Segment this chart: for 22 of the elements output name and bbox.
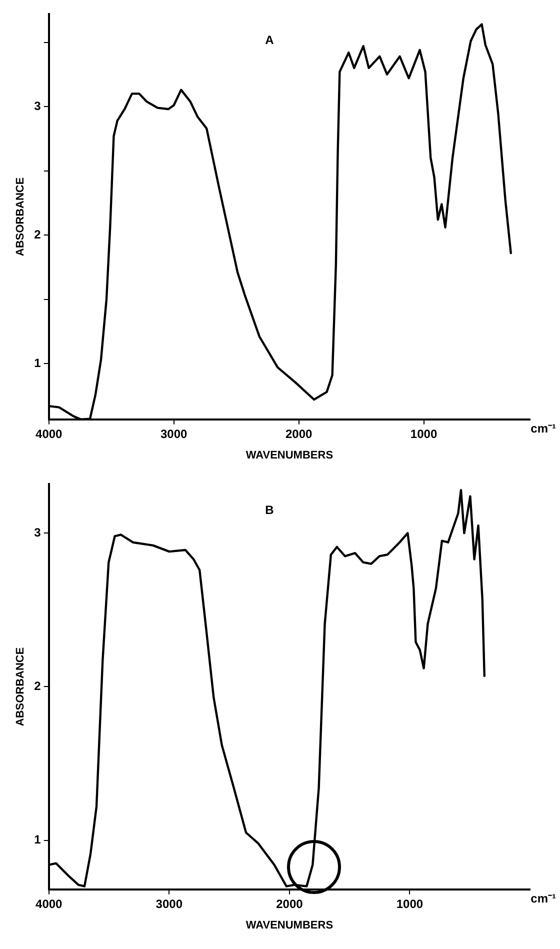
x-tick-label: 1000 (396, 896, 424, 911)
y-tick-label: 3 (34, 98, 42, 113)
x-tick-label: 1000 (410, 426, 438, 441)
text: A (265, 33, 274, 47)
y-tick-label: 1 (34, 356, 42, 370)
text: B (265, 503, 274, 517)
y-tick-label: 1 (34, 832, 42, 847)
y-tick-label: 3 (34, 525, 42, 540)
x-tick-label: 4000 (36, 426, 63, 441)
y-tick-label: 2 (34, 227, 42, 242)
x-axis-title: WAVENUMBERS (246, 919, 334, 932)
y-axis-title: ABSORBANCE (14, 647, 27, 726)
text: cm⁻¹ (530, 892, 556, 906)
text: cm⁻¹ (530, 422, 556, 436)
x-tick-label: 4000 (36, 896, 63, 911)
x-tick-label: 2000 (276, 896, 304, 911)
x-tick-label: 3000 (156, 896, 183, 911)
x-axis-title: WAVENUMBERS (246, 449, 334, 462)
y-axis-title: ABSORBANCE (14, 177, 27, 256)
x-tick-label: 3000 (160, 426, 188, 441)
y-tick-label: 2 (34, 679, 42, 694)
x-tick-label: 2000 (285, 426, 312, 441)
